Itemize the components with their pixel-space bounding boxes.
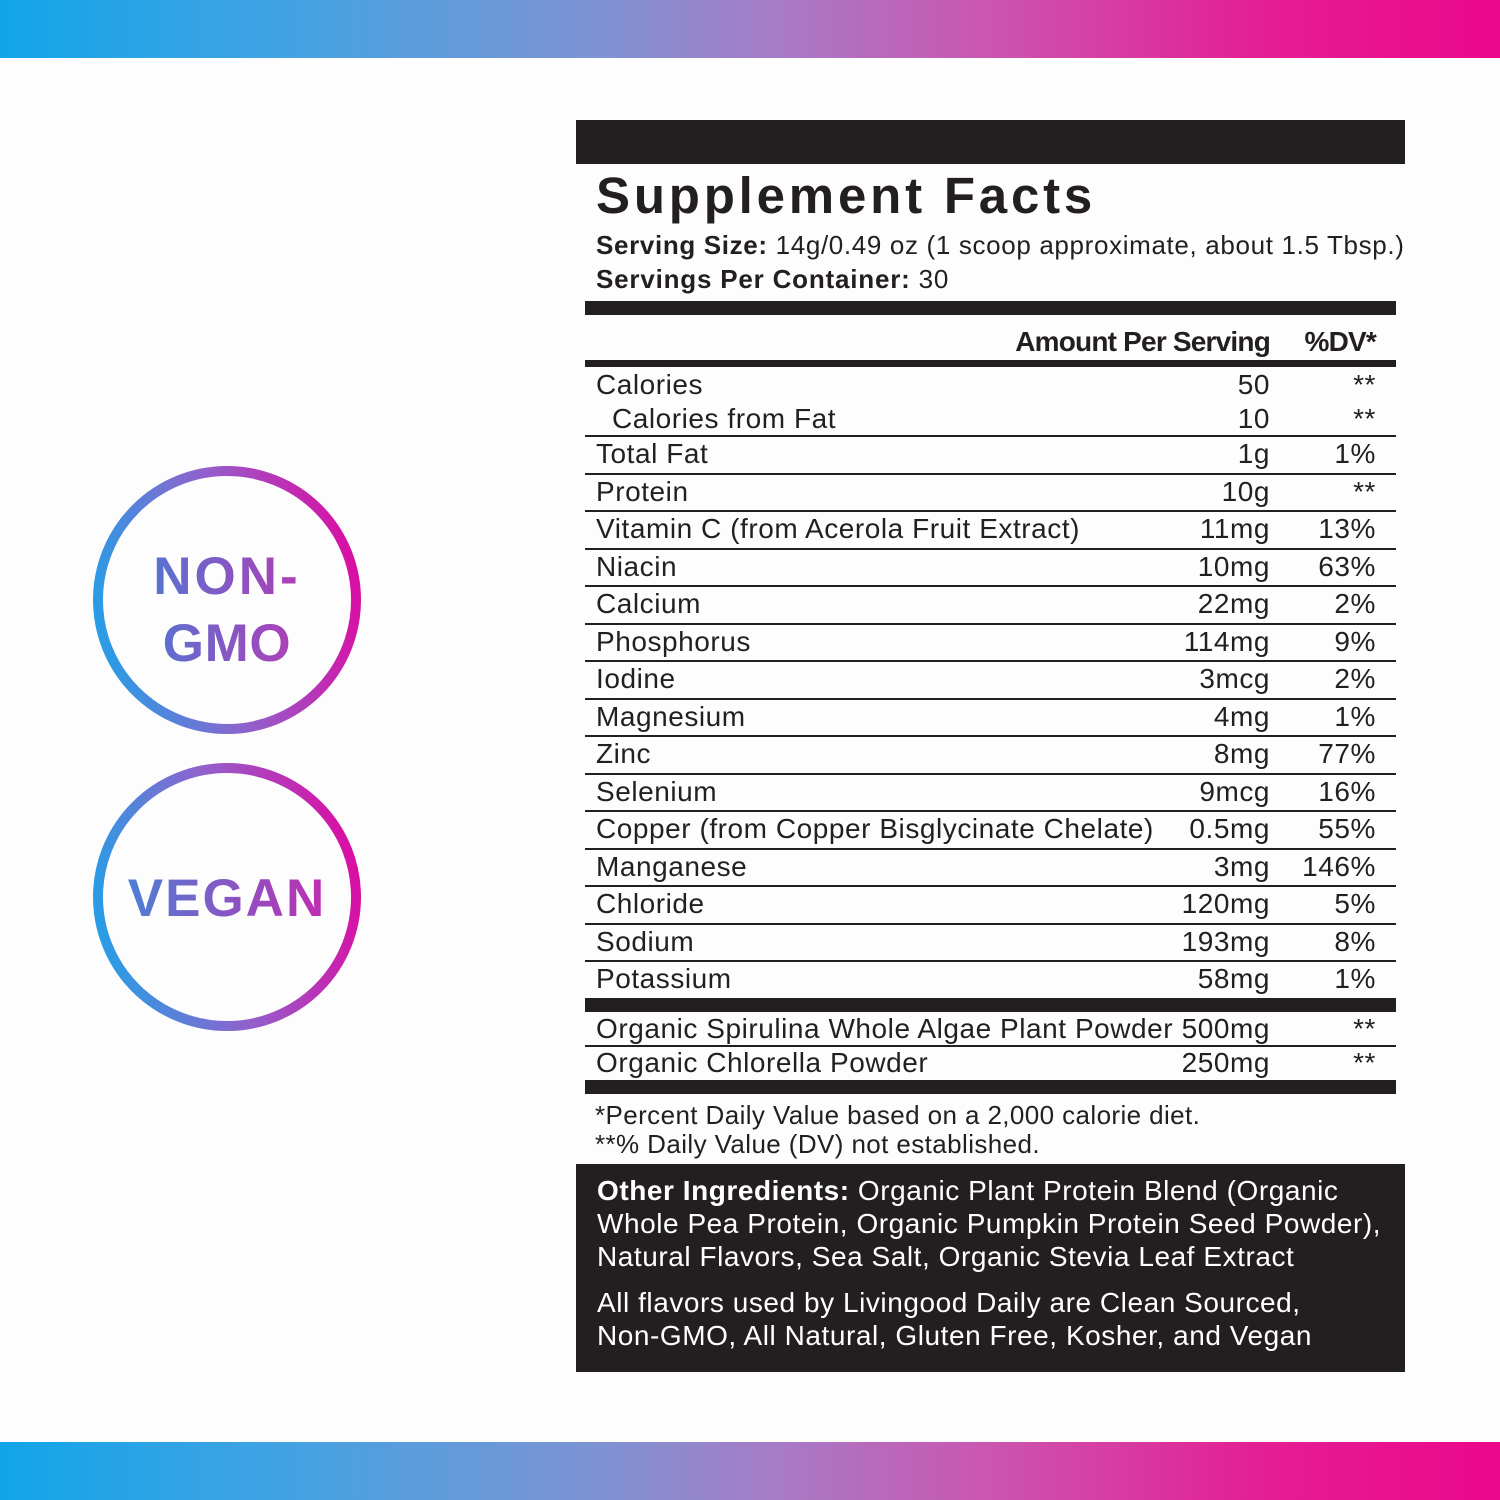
svg-text:NON-: NON- bbox=[153, 547, 300, 606]
svg-text:GMO: GMO bbox=[163, 614, 291, 673]
svg-text:VEGAN: VEGAN bbox=[128, 869, 326, 928]
